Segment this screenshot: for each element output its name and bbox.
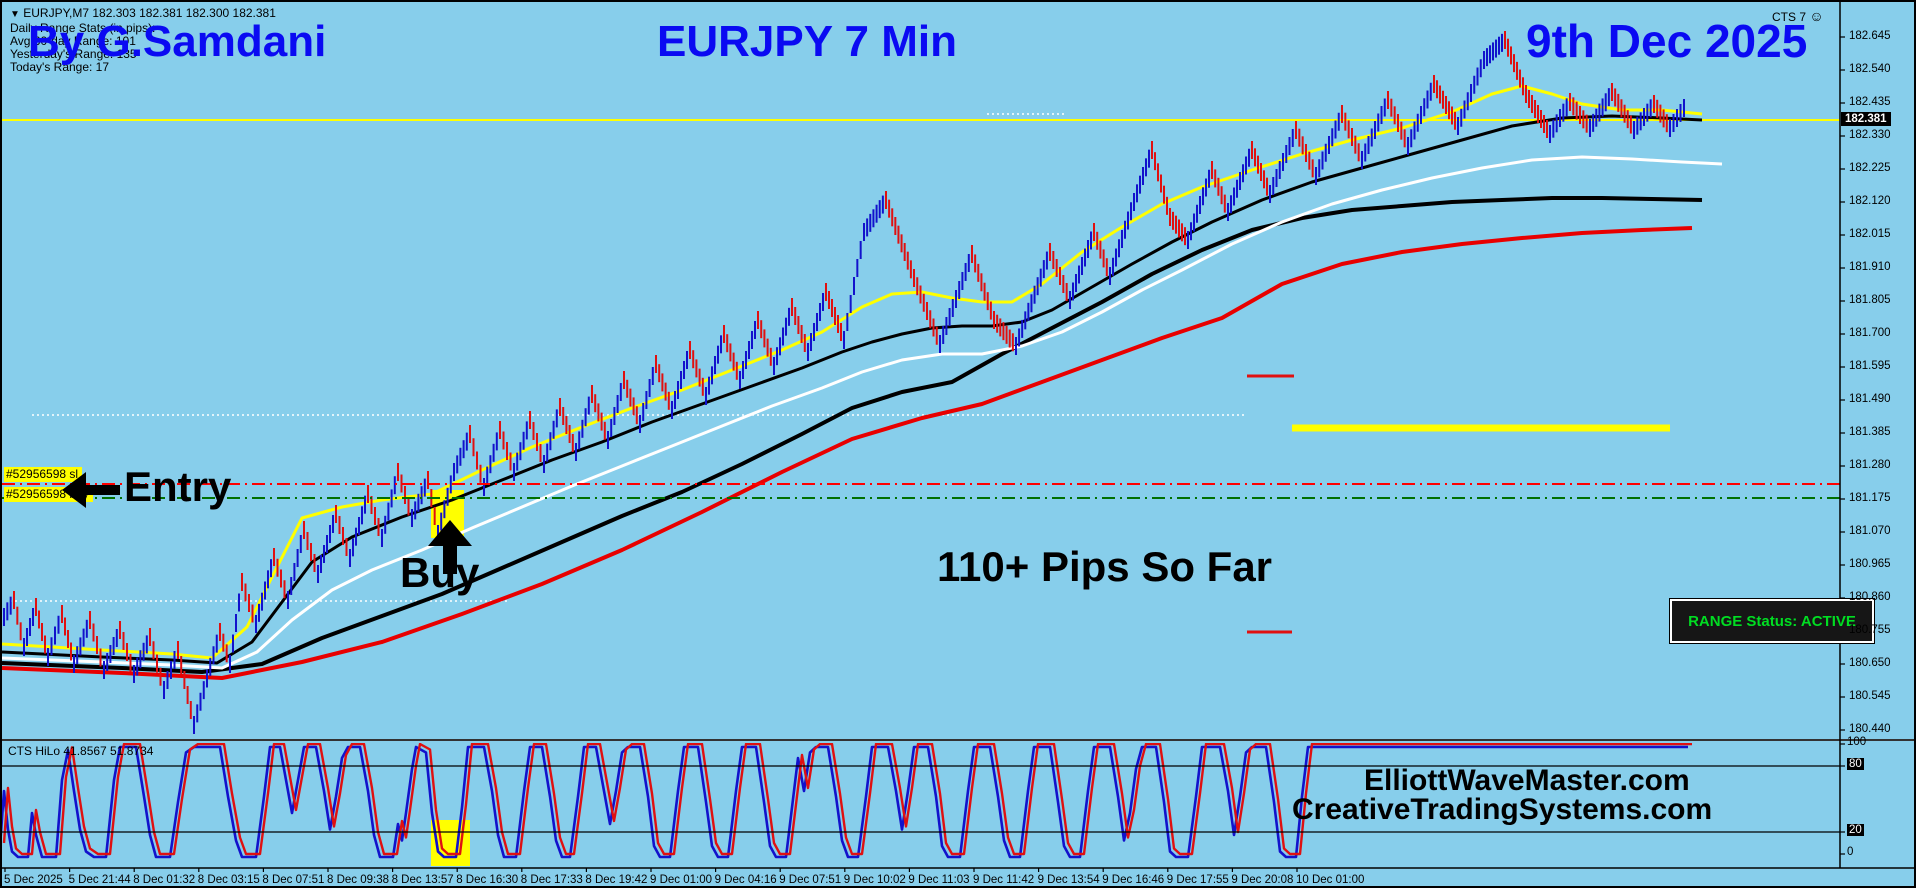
time-axis-label: 9 Dec 17:55 bbox=[1166, 874, 1229, 886]
price-axis-label: 181.070 bbox=[1849, 525, 1891, 537]
lwma-white bbox=[2, 155, 1723, 670]
range-stats-line1: Daily Range Stats (in pips): bbox=[10, 21, 156, 35]
price-axis-label: 181.805 bbox=[1849, 294, 1891, 306]
time-axis-label: 9 Dec 11:03 bbox=[908, 874, 970, 886]
price-axis-label: 182.120 bbox=[1849, 195, 1891, 207]
price-axis-label: 180.440 bbox=[1849, 723, 1891, 735]
symbol-info-bar: ▼ EURJPY,M7 182.303 182.381 182.300 182.… bbox=[10, 6, 276, 20]
range-stats-line2: Avg 60-day Range: 101 bbox=[10, 34, 136, 48]
price-axis-label: 180.860 bbox=[1849, 591, 1891, 603]
price-axis-label: 181.700 bbox=[1849, 327, 1891, 339]
time-axis-label: 8 Dec 01:32 bbox=[133, 874, 196, 886]
entry-arrow-icon bbox=[62, 472, 122, 508]
time-axis-label: 8 Dec 17:33 bbox=[520, 874, 583, 886]
price-axis-label: 182.015 bbox=[1849, 228, 1891, 240]
time-axis-label: 10 Dec 01:00 bbox=[1296, 874, 1365, 886]
price-axis-label: 182.330 bbox=[1849, 129, 1891, 141]
time-axis-label: 8 Dec 16:30 bbox=[456, 874, 519, 886]
logo-creativetradingsystems: CreativeTradingSystems.com bbox=[1292, 793, 1713, 826]
credit-title: By G.Samdani bbox=[28, 17, 327, 66]
oscillator-scale-label: 100 bbox=[1847, 736, 1867, 748]
lwma-red-slow bbox=[2, 226, 1693, 680]
range-stats-line4: Today's Range: 17 bbox=[10, 60, 110, 74]
page-title: EURJPY 7 Min bbox=[657, 17, 957, 66]
symbol-ohlc-text: EURJPY,M7 182.303 182.381 182.300 182.38… bbox=[23, 6, 276, 20]
time-axis-label: 8 Dec 07:51 bbox=[262, 874, 325, 886]
smiley-icon: ☺ bbox=[1809, 8, 1824, 24]
price-axis-label: 182.645 bbox=[1849, 30, 1891, 42]
time-axis-label: 9 Dec 20:08 bbox=[1231, 874, 1294, 886]
price-axis-label: 180.965 bbox=[1849, 558, 1891, 570]
cts-indicator-label: CTS 7 ☺ bbox=[1772, 8, 1824, 24]
chart-dropdown-icon[interactable]: ▼ bbox=[10, 9, 20, 20]
price-axis-label: 181.910 bbox=[1849, 261, 1891, 273]
price-axis-label: 181.175 bbox=[1849, 492, 1891, 504]
price-axis-label: 182.540 bbox=[1849, 63, 1891, 75]
pips-so-far-label: 110+ Pips So Far bbox=[937, 543, 1273, 590]
current-price-tag: 182.381 bbox=[1841, 112, 1891, 126]
date-title: 9th Dec 2025 bbox=[1526, 15, 1808, 67]
price-axis-label: 181.280 bbox=[1849, 459, 1891, 471]
time-axis-label: 9 Dec 01:00 bbox=[650, 874, 713, 886]
time-axis-label: 8 Dec 19:42 bbox=[585, 874, 648, 886]
time-axis-label: 9 Dec 11:42 bbox=[973, 874, 1035, 886]
price-axis-label: 182.225 bbox=[1849, 162, 1891, 174]
price-axis-label: 180.650 bbox=[1849, 657, 1891, 669]
cts-label-text: CTS 7 bbox=[1772, 10, 1807, 24]
time-axis-label: 5 Dec 2025 bbox=[4, 874, 63, 886]
buy-label: Buy bbox=[400, 549, 480, 596]
time-axis-label: 9 Dec 07:51 bbox=[779, 874, 842, 886]
time-axis-label: 9 Dec 10:02 bbox=[843, 874, 906, 886]
range-status-text: RANGE Status: ACTIVE bbox=[1688, 612, 1856, 630]
price-axis-label: 181.490 bbox=[1849, 393, 1891, 405]
price-axis-label: 180.755 bbox=[1849, 624, 1891, 636]
time-axis-label: 8 Dec 03:15 bbox=[197, 874, 260, 886]
price-axis-label: 182.435 bbox=[1849, 96, 1891, 108]
time-axis-label: 8 Dec 09:38 bbox=[327, 874, 390, 886]
logo-elliottwavemaster: ElliottWaveMaster.com bbox=[1364, 764, 1690, 797]
range-status-badge: RANGE Status: ACTIVE bbox=[1669, 598, 1875, 644]
range-stats-line3: Yesterday's Range: 135 bbox=[10, 47, 137, 61]
oscillator-scale-label: 80 bbox=[1847, 758, 1864, 770]
oscillator-scale-label: 20 bbox=[1847, 824, 1864, 836]
buy-arrow-icon bbox=[428, 520, 472, 574]
oscillator-name-label: CTS HiLo 41.8567 51.8734 bbox=[8, 744, 154, 758]
price-axis-label: 181.595 bbox=[1849, 360, 1891, 372]
time-axis-label: 9 Dec 16:46 bbox=[1102, 874, 1165, 886]
entry-label: Entry bbox=[124, 463, 232, 510]
time-axis-label: 5 Dec 21:44 bbox=[68, 874, 131, 886]
lwma-black-fast bbox=[2, 114, 1703, 665]
price-axis-label: 180.545 bbox=[1849, 690, 1891, 702]
time-axis-label: 9 Dec 04:16 bbox=[714, 874, 777, 886]
time-axis-label: 8 Dec 13:57 bbox=[391, 874, 454, 886]
lwma-black-thick bbox=[2, 196, 1703, 674]
oscillator-scale-label: 0 bbox=[1847, 846, 1854, 858]
time-axis-label: 9 Dec 13:54 bbox=[1037, 874, 1100, 886]
price-axis-label: 181.385 bbox=[1849, 426, 1891, 438]
